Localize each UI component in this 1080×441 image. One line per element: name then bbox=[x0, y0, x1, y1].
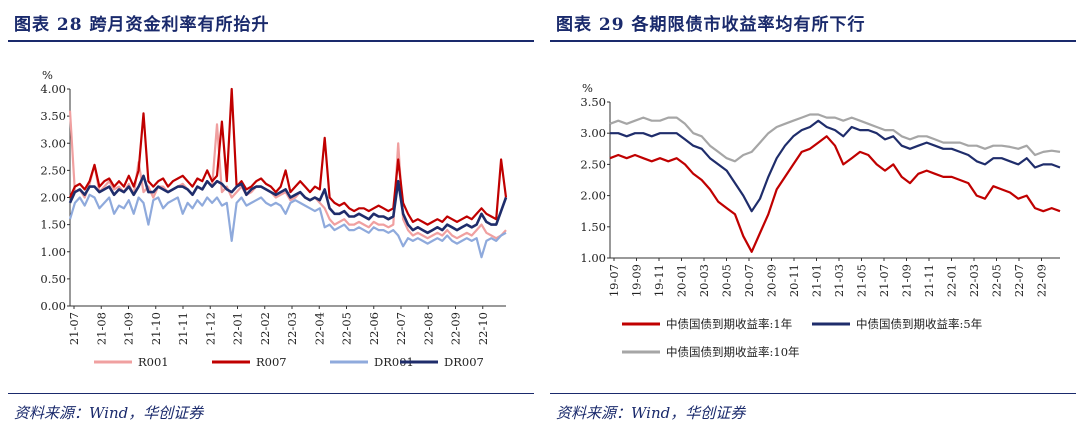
x-tick-label: 21-07 bbox=[67, 312, 81, 345]
x-tick-label: 19-07 bbox=[607, 264, 621, 297]
x-tick-label: 21-01 bbox=[810, 264, 824, 297]
y-tick-label: 2.50 bbox=[580, 157, 606, 171]
bond-yield-chart: % 1.00 1.50 2.00 2.50 3.00 3.50 19-07 19-09 19-11… bbox=[580, 81, 1061, 359]
series-line-2 bbox=[610, 119, 1061, 213]
series-line-3 bbox=[68, 193, 507, 259]
y-tick-label: 1.50 bbox=[580, 220, 606, 234]
y-tick-label: 3.00 bbox=[580, 126, 606, 140]
legend-label-1: 中债国债到期收益率:1年 bbox=[666, 317, 792, 331]
x-tick-label: 22-07 bbox=[1012, 264, 1026, 297]
x-tick-label: 22-09 bbox=[1035, 264, 1049, 297]
x-tick-label: 20-03 bbox=[697, 264, 711, 297]
x-tick-label: 21-08 bbox=[94, 312, 108, 345]
y-tick-label: 1.50 bbox=[40, 218, 66, 232]
x-tick-label: 22-03 bbox=[967, 264, 981, 297]
series-line-1 bbox=[68, 110, 507, 240]
legend: R001 R007 DR001 DR007 bbox=[94, 355, 484, 369]
y-tick-label: 0.50 bbox=[40, 272, 66, 286]
legend-label-1: R001 bbox=[138, 355, 169, 369]
x-tick-label: 20-11 bbox=[787, 264, 801, 297]
legend-label-3: DR001 bbox=[374, 355, 414, 369]
x-tick-label: 20-09 bbox=[765, 264, 779, 297]
y-tick-label: 2.00 bbox=[580, 189, 606, 203]
repo-rate-chart: % 0.00 0.50 1.00 1.50 2.00 2.50 3.00 3.50 4.00 21-… bbox=[40, 68, 508, 369]
series-line-3 bbox=[609, 113, 1061, 163]
x-tick-label: 21-11 bbox=[176, 312, 190, 345]
x-tick-label: 22-01 bbox=[231, 312, 245, 345]
y-tick-label: 0.00 bbox=[40, 299, 66, 313]
right-chart-title: 图表 29 各期限债市收益率均有所下行 bbox=[556, 15, 866, 35]
y-tick-label: 1.00 bbox=[580, 251, 606, 265]
x-tick-label: 22-08 bbox=[421, 312, 435, 345]
y-tick-label: 4.00 bbox=[40, 82, 66, 96]
x-tick-label: 21-09 bbox=[900, 264, 914, 297]
left-source-note: 资料来源：Wind，华创证券 bbox=[14, 404, 204, 422]
left-panel: 图表 28 跨月资金利率有所抬升 % 0.00 0.50 1.00 1.50 2.00 2.… bbox=[8, 0, 534, 441]
legend-label-2: 中债国债到期收益率:5年 bbox=[856, 317, 982, 331]
x-tick-label: 22-04 bbox=[312, 312, 326, 345]
y-tick-label: 3.50 bbox=[40, 109, 66, 123]
x-tick-label: 21-12 bbox=[203, 312, 217, 345]
x-tick-label: 22-03 bbox=[285, 312, 299, 345]
x-tick-label: 21-03 bbox=[832, 264, 846, 297]
right-panel: 图表 29 各期限债市收益率均有所下行 % 1.00 1.50 2.00 2.50 3.0… bbox=[550, 0, 1076, 441]
right-source-note: 资料来源：Wind，华创证券 bbox=[556, 404, 746, 422]
y-unit-label: % bbox=[42, 68, 53, 82]
y-tick-label: 2.00 bbox=[40, 191, 66, 205]
left-chart-title: 图表 28 跨月资金利率有所抬升 bbox=[14, 15, 270, 35]
left-title-rule bbox=[8, 40, 534, 42]
x-tick-label: 22-09 bbox=[449, 312, 463, 345]
series-line-4 bbox=[68, 174, 508, 235]
x-tick-label: 21-11 bbox=[922, 264, 936, 297]
x-tick-label: 22-02 bbox=[258, 312, 272, 345]
x-tick-label: 22-06 bbox=[367, 312, 381, 345]
x-tick-label: 21-10 bbox=[149, 312, 163, 345]
y-unit-label: % bbox=[582, 81, 593, 95]
legend-label-4: DR007 bbox=[444, 355, 484, 369]
series-line-1 bbox=[609, 135, 1061, 253]
y-tick-label: 1.00 bbox=[40, 245, 66, 259]
x-tick-label: 22-01 bbox=[945, 264, 959, 297]
x-tick-label: 20-05 bbox=[720, 264, 734, 297]
x-tick-label: 22-05 bbox=[340, 312, 354, 345]
x-tick-label: 21-05 bbox=[855, 264, 869, 297]
left-source-rule bbox=[8, 393, 534, 394]
x-tick-label: 22-10 bbox=[476, 312, 490, 345]
y-tick-label: 2.50 bbox=[40, 163, 66, 177]
series-line-2 bbox=[68, 87, 508, 226]
x-tick-label: 22-05 bbox=[990, 264, 1004, 297]
legend-label-3: 中债国债到期收益率:10年 bbox=[666, 345, 800, 359]
x-tick-label: 22-07 bbox=[394, 312, 408, 345]
right-title-rule bbox=[550, 40, 1076, 42]
right-source-rule bbox=[550, 393, 1076, 394]
x-tick-label: 20-07 bbox=[742, 264, 756, 297]
x-tick-label: 19-09 bbox=[630, 264, 644, 297]
x-tick-label: 21-09 bbox=[122, 312, 136, 345]
x-tick-label: 19-11 bbox=[652, 264, 666, 297]
y-tick-label: 3.00 bbox=[40, 136, 66, 150]
x-tick-label: 20-01 bbox=[675, 264, 689, 297]
legend-label-2: R007 bbox=[256, 355, 287, 369]
x-tick-label: 21-07 bbox=[877, 264, 891, 297]
y-tick-label: 3.50 bbox=[580, 95, 606, 109]
